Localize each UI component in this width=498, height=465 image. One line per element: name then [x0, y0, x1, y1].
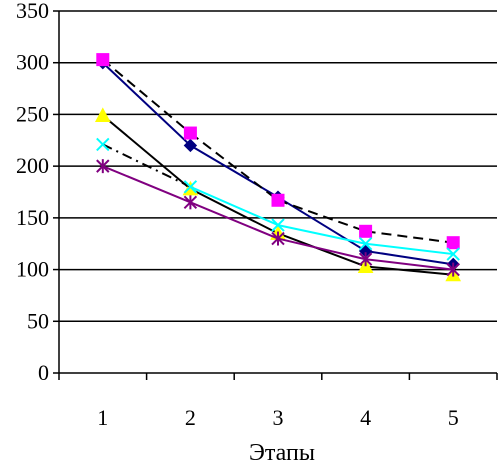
series-line-segment — [189, 185, 279, 227]
data-point-star — [271, 231, 285, 246]
data-point-x — [271, 218, 285, 232]
series-line-segment — [189, 144, 279, 199]
series-line-segment — [277, 237, 366, 261]
y-axis: 0 50 100 150 200 250 300 350 — [16, 0, 60, 385]
series-line-segment — [189, 132, 279, 202]
data-point-x-stroke — [183, 180, 198, 194]
series-line-segment — [365, 258, 454, 271]
data-point-diamond — [183, 138, 198, 153]
x-tick-label: 1 — [97, 405, 108, 430]
y-tick-label: 200 — [16, 153, 49, 178]
data-point-star — [358, 252, 373, 267]
data-point-triangle — [94, 107, 111, 122]
data-point-star — [446, 262, 460, 277]
y-tick-label: 50 — [27, 308, 49, 333]
y-tick-label: 0 — [38, 360, 49, 385]
series-line-segment — [365, 249, 454, 266]
y-tick-label: 150 — [16, 205, 49, 230]
x-tick-label: 5 — [448, 405, 459, 430]
data-point-x — [358, 237, 373, 251]
y-tick-label: 300 — [16, 50, 49, 75]
y-tick-label: 350 — [16, 0, 49, 23]
series-line-segment — [365, 242, 454, 256]
series-5 — [96, 159, 460, 277]
series-line-segment — [277, 196, 367, 252]
data-point-x-stroke — [358, 237, 373, 251]
series-line-segment — [277, 224, 366, 245]
series-line-segment — [102, 143, 191, 188]
data-point-x-stroke — [96, 137, 110, 152]
series-group — [94, 53, 462, 282]
data-point-square — [359, 224, 373, 238]
series-line-segment — [102, 114, 192, 190]
grid-lines — [59, 10, 497, 323]
series-line-segment — [365, 265, 454, 276]
data-point-square — [271, 193, 285, 207]
y-tick-label: 250 — [16, 101, 49, 126]
series-line-segment — [102, 58, 192, 134]
data-point-x — [183, 180, 198, 194]
series-2 — [96, 53, 460, 250]
x-tick-label: 3 — [273, 405, 284, 430]
data-point-square — [183, 126, 197, 140]
x-axis: 1 2 3 4 5 — [58, 372, 498, 430]
x-tick-label: 2 — [185, 405, 196, 430]
x-axis-title: Этапы — [249, 440, 315, 465]
data-point-x — [446, 247, 460, 261]
series-line-segment — [190, 201, 279, 240]
series-line-segment — [102, 165, 191, 204]
data-point-square — [446, 236, 460, 250]
series-4 — [96, 137, 460, 261]
data-point-x-stroke — [446, 247, 460, 261]
data-point-x-stroke — [271, 218, 285, 232]
y-tick-label: 100 — [16, 257, 49, 282]
x-tick-label: 4 — [360, 405, 371, 430]
series-line-segment — [102, 61, 192, 147]
series-line-segment — [189, 188, 279, 235]
data-point-square — [96, 53, 110, 67]
data-point-x — [96, 137, 110, 152]
series-line-segment — [365, 230, 454, 244]
data-point-star — [96, 159, 110, 174]
data-point-star — [183, 195, 198, 210]
series-line-segment — [277, 232, 366, 268]
